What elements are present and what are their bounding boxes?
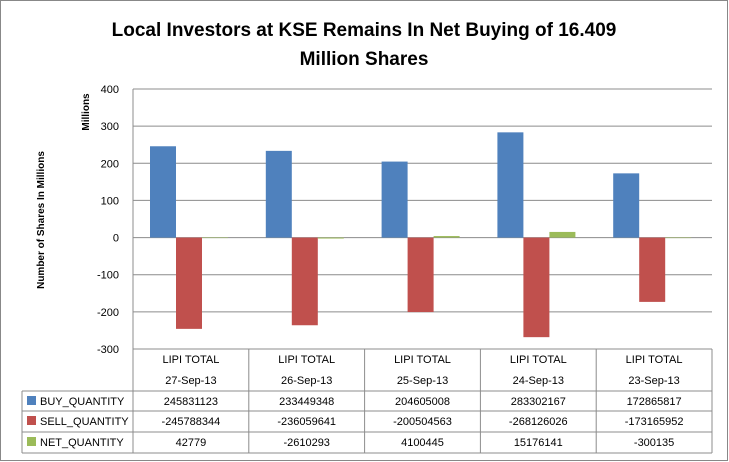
y-tick-label: 0 bbox=[113, 233, 119, 245]
chart-title-line2: Million Shares bbox=[300, 49, 429, 70]
y-tick-label: -200 bbox=[97, 307, 119, 319]
table-cell: 245831123 bbox=[164, 396, 218, 408]
category-group-label: LIPI TOTAL bbox=[394, 354, 451, 366]
y-tick-label: -300 bbox=[97, 344, 119, 356]
legend-key bbox=[27, 437, 36, 446]
bar-sell-quantity bbox=[176, 237, 202, 329]
table-cell: -268126026 bbox=[509, 416, 568, 428]
table-cell: 15176141 bbox=[514, 437, 563, 449]
table-cell: 4100445 bbox=[401, 437, 444, 449]
legend-label: SELL_QUANTITY bbox=[40, 416, 129, 428]
bar-buy-quantity bbox=[497, 132, 524, 238]
y-tick-label: 100 bbox=[101, 195, 119, 207]
y-axis-label: Number of Shares In Millions bbox=[36, 151, 47, 289]
table-cell: -173165952 bbox=[625, 416, 684, 428]
bar-sell-quantity bbox=[639, 237, 666, 302]
legend-key bbox=[27, 416, 36, 425]
bar-net-quantity bbox=[433, 236, 460, 238]
bar-net-quantity bbox=[549, 231, 576, 238]
category-group-label: LIPI TOTAL bbox=[626, 354, 683, 366]
table-cell: -300135 bbox=[634, 437, 674, 449]
table-cell: 233449348 bbox=[279, 396, 334, 408]
category-group-label: LIPI TOTAL bbox=[278, 354, 335, 366]
category-group-label: LIPI TOTAL bbox=[162, 354, 219, 366]
y-tick-label: 300 bbox=[101, 121, 119, 133]
bar-sell-quantity bbox=[291, 237, 318, 326]
bar-buy-quantity bbox=[381, 161, 408, 238]
bar-sell-quantity bbox=[407, 237, 434, 313]
bar-buy-quantity bbox=[613, 173, 640, 238]
legend-label: BUY_QUANTITY bbox=[40, 396, 125, 408]
table-cell: -245788344 bbox=[162, 416, 221, 428]
table-cell: -2610293 bbox=[283, 437, 330, 449]
legend-key bbox=[27, 396, 36, 405]
bar-buy-quantity bbox=[265, 150, 292, 238]
bar-net-quantity bbox=[317, 237, 344, 239]
bar-net-quantity bbox=[665, 237, 692, 239]
category-date-label: 26-Sep-13 bbox=[281, 375, 332, 387]
category-date-label: 25-Sep-13 bbox=[397, 375, 448, 387]
y-tick-label: -100 bbox=[97, 270, 119, 282]
bar-buy-quantity bbox=[150, 146, 176, 238]
category-date-label: 27-Sep-13 bbox=[165, 375, 216, 387]
table-cell: -200504563 bbox=[393, 416, 452, 428]
table-cell: -236059641 bbox=[277, 416, 336, 428]
bar-sell-quantity bbox=[523, 237, 550, 338]
table-cell: 172865817 bbox=[627, 396, 682, 408]
category-date-label: 24-Sep-13 bbox=[513, 375, 564, 387]
chart-title-line1: Local Investors at KSE Remains In Net Bu… bbox=[112, 20, 617, 41]
y-tick-label: 200 bbox=[101, 158, 119, 170]
category-date-label: 23-Sep-13 bbox=[628, 375, 679, 387]
y-unit-label: Millions bbox=[81, 93, 92, 131]
y-tick-label: 400 bbox=[101, 84, 119, 96]
legend-label: NET_QUANTITY bbox=[40, 437, 124, 449]
table-cell: 42779 bbox=[176, 437, 207, 449]
table-cell: 204605008 bbox=[395, 396, 450, 408]
category-group-label: LIPI TOTAL bbox=[510, 354, 567, 366]
bar-net-quantity bbox=[202, 237, 228, 239]
table-cell: 283302167 bbox=[511, 396, 566, 408]
